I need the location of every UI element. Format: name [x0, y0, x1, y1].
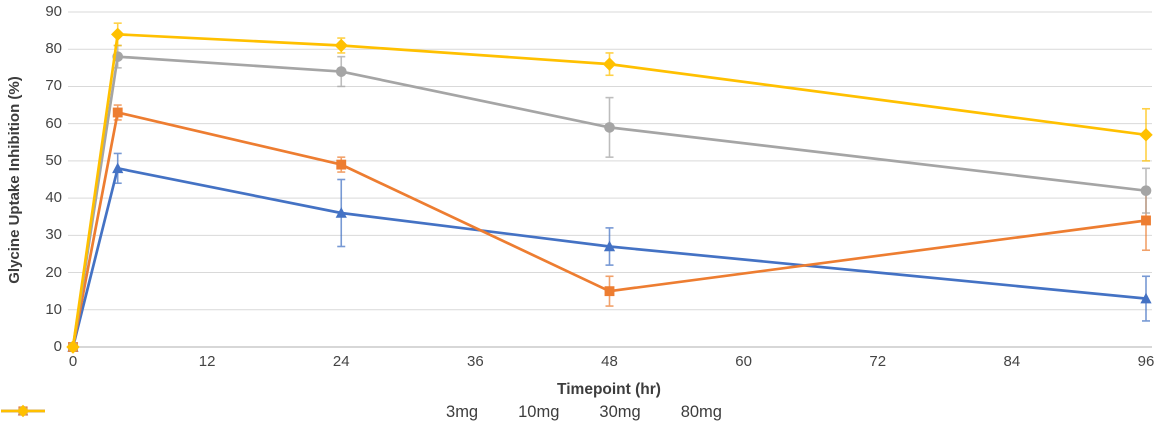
x-tick-label: 36	[467, 353, 484, 370]
gridlines	[68, 11, 1152, 348]
square-marker	[604, 286, 615, 297]
legend-label: 10mg	[518, 403, 560, 421]
x-tick-label: 0	[68, 353, 78, 370]
y-tick-label: 10	[45, 300, 62, 318]
legend-label: 30mg	[599, 403, 641, 421]
legend-label: 80mg	[680, 403, 722, 421]
x-tick-label: 48	[601, 353, 618, 370]
triangle-marker	[335, 207, 347, 218]
y-tick-label: 60	[45, 114, 62, 132]
legend-item-80mg: 80mg	[1, 403, 722, 422]
series-80mg	[66, 22, 1153, 354]
x-tick-label: 24	[332, 353, 350, 370]
x-tick-label: 84	[1003, 353, 1021, 370]
legend-item-3mg: 3mg	[1, 403, 479, 422]
y-tick-label: 40	[45, 189, 62, 207]
circle-marker	[604, 122, 615, 133]
square-marker	[1141, 215, 1151, 226]
legend-label: 3mg	[446, 403, 479, 421]
legend-item-30mg: 30mg	[1, 403, 641, 422]
diamond-marker	[110, 27, 125, 42]
y-tick-label: 70	[45, 77, 62, 95]
diamond-marker	[66, 340, 80, 354]
x-tick-label: 96	[1137, 353, 1155, 370]
triangle-marker	[1140, 292, 1152, 304]
y-tick-label: 80	[45, 40, 62, 58]
legend-item-10mg: 10mg	[1, 403, 560, 422]
square-marker	[336, 159, 347, 170]
y-tick-label: 0	[53, 338, 62, 355]
diamond-marker	[334, 38, 348, 53]
y-tick-label: 20	[45, 263, 62, 281]
triangle-marker	[603, 240, 616, 252]
x-tick-label: 12	[198, 353, 216, 370]
legend: 3mg 10mg 30mg 80mg	[0, 403, 1168, 422]
diamond-marker	[16, 404, 30, 418]
y-tick-label: 90	[45, 3, 62, 20]
circle-marker	[335, 66, 347, 77]
diamond-marker	[602, 57, 617, 71]
legend-marker-diamond-icon	[1, 404, 45, 418]
circle-marker	[1140, 185, 1152, 196]
series-3mg	[67, 152, 1152, 352]
x-axis-title: Timepoint (hr)	[557, 381, 661, 398]
x-tick-label: 60	[735, 353, 752, 370]
x-tick-label: 72	[869, 353, 887, 370]
y-tick-label: 30	[45, 226, 62, 244]
y-tick-label: 50	[45, 151, 62, 169]
square-marker	[112, 107, 123, 118]
triangle-marker	[112, 162, 124, 174]
diamond-marker	[1139, 128, 1153, 142]
